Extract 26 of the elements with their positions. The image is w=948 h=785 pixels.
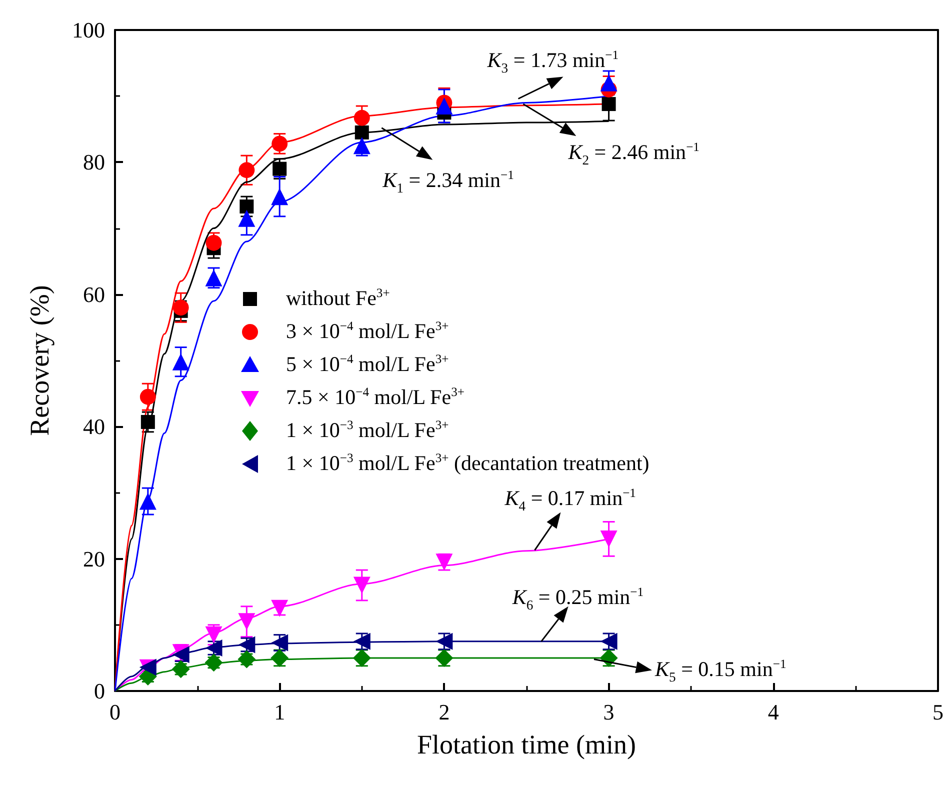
annotation: K$_{1}$ = 2.34 min$^{−1}$ <box>382 168 514 196</box>
x-tick-label: 0 <box>110 700 120 724</box>
x-tick-label: 2 <box>438 700 450 724</box>
legend-label: 1 × 10$^{−3}$ mol/L Fe$^{3+}$ <box>286 418 449 443</box>
y-tick-label: 20 <box>83 546 105 572</box>
y-tick-label: 40 <box>83 414 105 440</box>
y-tick-label: 60 <box>83 282 105 307</box>
legend-label: 1 × 10$^{−3}$ mol/L Fe$^{3+}$ (decantation treatment) <box>286 451 650 476</box>
annotation: K$_{5}$ = 0.15 min$^{−1}$ <box>654 657 786 685</box>
legend-label: 7.5 × 10$^{−4}$ mol/L Fe$^{3+}$ <box>286 385 464 410</box>
annotation: K$_{2}$ = 2.46 min$^{−1}$ <box>568 140 700 168</box>
legend-label: without Fe$^{3+}$ <box>286 286 390 311</box>
legend-label: 5 × 10$^{−4}$ mol/L Fe$^{3+}$ <box>286 352 449 377</box>
y-tick-label: 80 <box>83 150 105 175</box>
x-axis-title: Flotation time (min) <box>417 730 636 760</box>
x-tick-label: 5 <box>932 700 944 724</box>
annotation: K$_{6}$ = 0.25 min$^{−1}$ <box>512 586 644 613</box>
x-tick-label: 3 <box>603 700 614 724</box>
x-tick-label: 1 <box>274 700 286 724</box>
annotation: K$_{3}$ = 1.73 min$^{−1}$ <box>487 48 619 75</box>
y-axis-title: Recovery (%) <box>24 285 54 436</box>
annotation: K$_{4}$ = 0.17 min$^{−1}$ <box>504 486 636 514</box>
y-tick-label: 0 <box>94 678 105 704</box>
x-tick-label: 4 <box>768 700 779 724</box>
legend-label: 3 × 10$^{−4}$ mol/L Fe$^{3+}$ <box>286 319 449 344</box>
y-tick-label: 100 <box>72 18 105 42</box>
